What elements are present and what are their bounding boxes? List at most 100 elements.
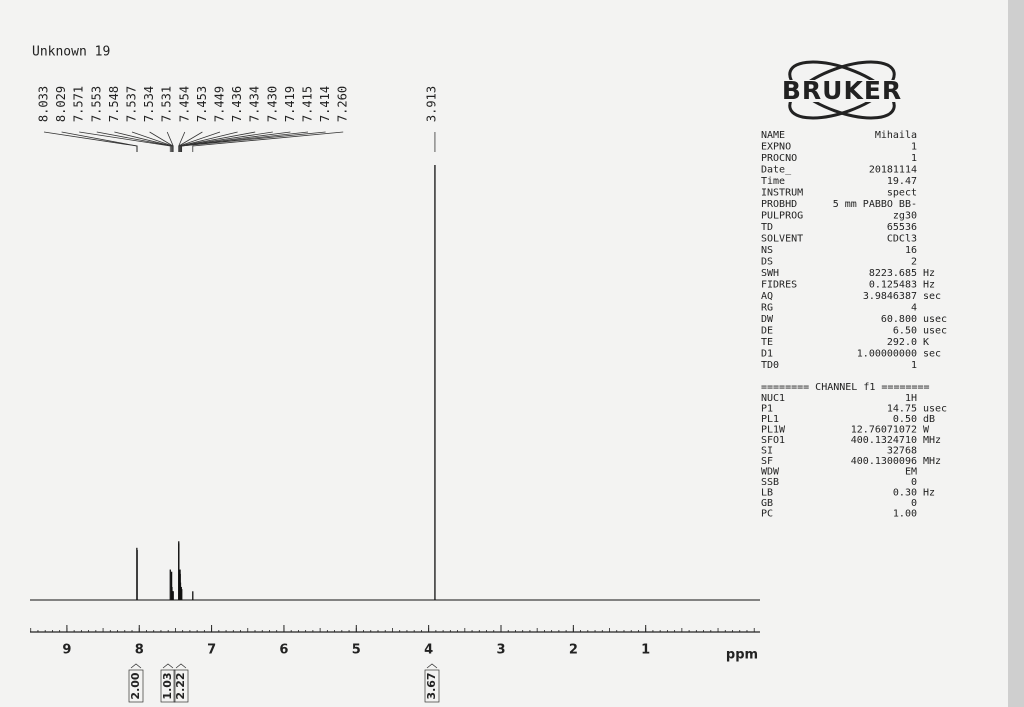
param-value: Mihaila: [875, 130, 917, 141]
param-name: SF: [761, 456, 773, 467]
param-name: Date_: [761, 165, 792, 176]
param-name: SI: [761, 446, 773, 457]
logo-orbit: [788, 60, 896, 120]
peak-label: 7.449: [213, 86, 227, 122]
param-name: D1: [761, 349, 773, 360]
channel-title: ======== CHANNEL f1 ========: [761, 382, 930, 393]
integral-bracket: [426, 663, 438, 669]
param-name: SSB: [761, 477, 779, 488]
param-value: 5 mm PABBO BB-: [833, 199, 917, 210]
logo-band: [762, 80, 924, 102]
param-name: P1: [761, 404, 773, 415]
peak-leader: [180, 131, 273, 152]
param-value: spect: [887, 188, 917, 199]
param-value: 8223.685: [869, 268, 917, 279]
peak-label: 7.537: [125, 86, 139, 122]
param-name: INSTRUM: [761, 188, 803, 199]
param-name: LB: [761, 488, 773, 499]
param-name: AQ: [761, 291, 773, 302]
x-tick-label: 2: [569, 643, 578, 658]
x-tick-label: 1: [641, 643, 650, 658]
peak-leader: [192, 131, 344, 152]
peak-label: 7.434: [248, 86, 262, 122]
logo: BRUKER: [762, 60, 924, 120]
integral-label: 1.03: [161, 672, 174, 699]
x-tick-label: 5: [352, 643, 361, 658]
param-value: EM: [905, 467, 917, 478]
param-name: SWH: [761, 268, 779, 279]
param-value: zg30: [893, 211, 917, 222]
integral-label: 2.00: [129, 672, 142, 699]
param-name: PROBHD: [761, 199, 797, 210]
peak-label: 7.414: [318, 86, 332, 122]
param-value: 0: [911, 498, 917, 509]
param-unit: sec: [923, 349, 941, 360]
param-name: NS: [761, 245, 773, 256]
param-value: 32768: [887, 446, 917, 457]
peak-label: 7.553: [89, 86, 103, 122]
param-value: 1.00000000: [857, 349, 917, 360]
param-name: RG: [761, 303, 773, 314]
param-value: 12.76071072: [851, 425, 917, 436]
param-value: 1H: [905, 393, 917, 404]
param-name: PROCNO: [761, 153, 797, 164]
peak-label: 7.531: [160, 86, 174, 122]
param-value: 1: [911, 142, 917, 153]
param-unit: K: [923, 337, 929, 348]
peak-label: 7.436: [230, 86, 244, 122]
logo-text: BRUKER: [782, 76, 902, 105]
param-name: TE: [761, 337, 773, 348]
peak-label: 7.454: [177, 86, 191, 122]
param-name: TD0: [761, 360, 779, 371]
integral-bracket: [130, 663, 142, 669]
param-value: 60.800: [881, 314, 917, 325]
peak-label: 3.913: [424, 86, 438, 122]
param-name: FIDRES: [761, 280, 797, 291]
param-name: DS: [761, 257, 773, 268]
param-value: 1: [911, 153, 917, 164]
param-value: 0.125483: [869, 280, 917, 291]
param-name: GB: [761, 498, 773, 509]
peak-label: 8.033: [37, 86, 51, 122]
peak-leader: [181, 131, 326, 152]
param-unit: MHz: [923, 456, 941, 467]
peak-label: 8.029: [54, 86, 68, 122]
peak-label: 7.430: [265, 86, 279, 122]
param-value: 0: [911, 477, 917, 488]
peak-label: 7.548: [107, 86, 121, 122]
param-name: WDW: [761, 467, 780, 478]
param-name: DE: [761, 326, 773, 337]
scan-edge: [1008, 0, 1024, 707]
param-value: 19.47: [887, 176, 917, 187]
x-tick-label: 4: [424, 643, 433, 658]
param-unit: Hz: [923, 268, 935, 279]
param-name: NUC1: [761, 393, 785, 404]
param-name: SOLVENT: [761, 234, 803, 245]
param-unit: sec: [923, 291, 941, 302]
peak-label: 7.415: [301, 86, 315, 122]
peak-leader: [166, 131, 174, 152]
param-name: DW: [761, 314, 774, 325]
param-name: EXPNO: [761, 142, 791, 153]
param-unit: usec: [923, 314, 947, 325]
param-name: PL1: [761, 414, 779, 425]
param-unit: Hz: [923, 488, 935, 499]
integral-bracket: [162, 663, 174, 669]
param-value: 20181114: [869, 165, 917, 176]
param-name: PC: [761, 509, 773, 520]
param-unit: Hz: [923, 280, 935, 291]
param-value: 6.50: [893, 326, 917, 337]
param-unit: MHz: [923, 435, 941, 446]
peak-label: 7.260: [336, 86, 350, 122]
param-name: PL1W: [761, 425, 786, 436]
param-value: 65536: [887, 222, 917, 233]
param-unit: usec: [923, 326, 947, 337]
param-value: CDCl3: [887, 234, 917, 245]
param-value: 4: [911, 303, 917, 314]
param-value: 2: [911, 257, 917, 268]
x-axis-label: ppm: [726, 648, 758, 663]
param-value: 0.30: [893, 488, 917, 499]
peak-label: 7.534: [142, 86, 156, 122]
integral-box: [160, 669, 176, 703]
